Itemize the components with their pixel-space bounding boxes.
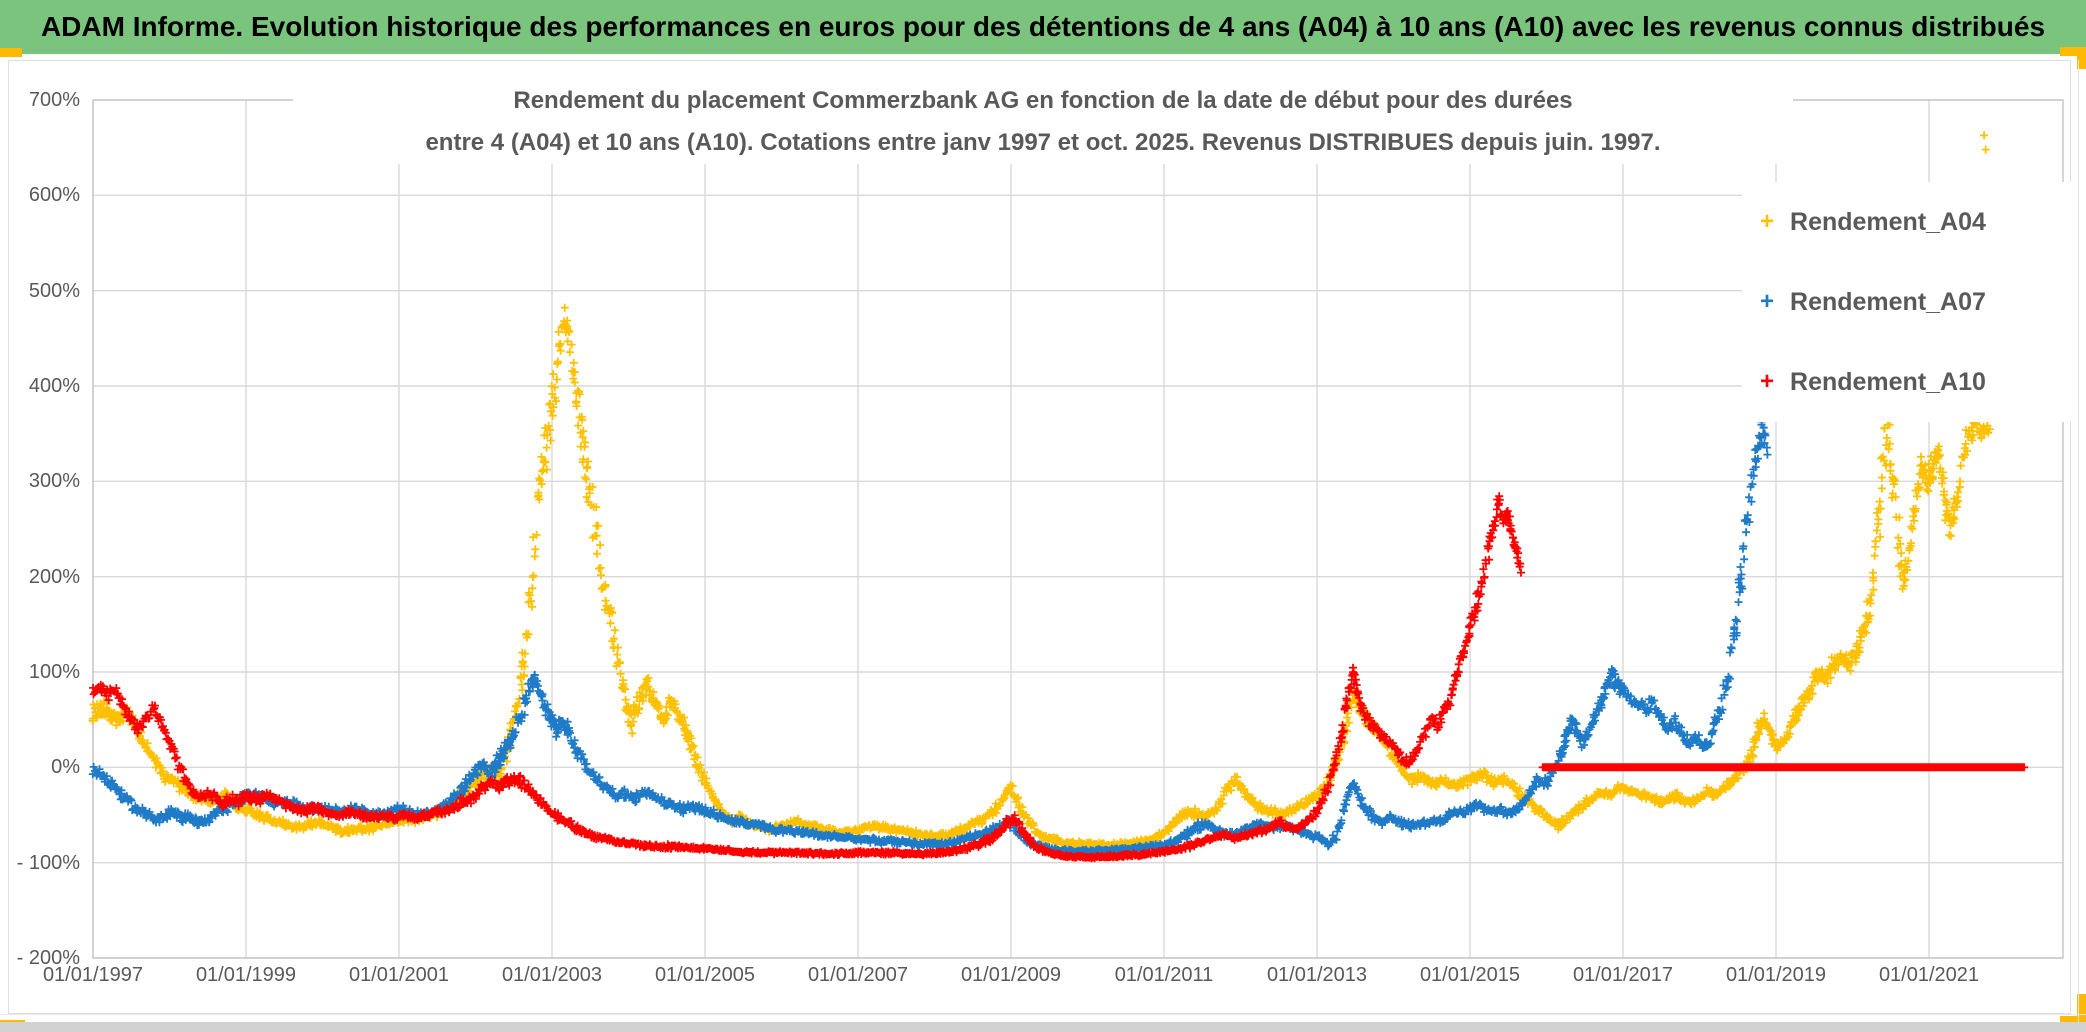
legend-entry-Rendement_A10[interactable]: + Rendement_A10 bbox=[1742, 342, 2072, 422]
x-axis-label: 01/01/2017 bbox=[1572, 964, 1674, 986]
selection-corner-accent-top-left bbox=[0, 48, 22, 57]
x-axis-label: 01/01/2005 bbox=[654, 964, 756, 986]
chart-bottom-border bbox=[0, 1014, 2086, 1015]
x-axis-label: 01/01/2003 bbox=[501, 964, 603, 986]
legend-entry-Rendement_A07[interactable]: + Rendement_A07 bbox=[1742, 262, 2072, 342]
x-axis-label: 01/01/2015 bbox=[1419, 964, 1521, 986]
selection-corner-accent-bottom-right bbox=[2060, 1016, 2086, 1025]
y-axis-label: 600% bbox=[28, 184, 80, 207]
legend-plus-marker-icon: + bbox=[1760, 368, 1775, 395]
x-axis-label: 01/01/2001 bbox=[348, 964, 450, 986]
x-axis-label: 01/01/2011 bbox=[1114, 964, 1214, 986]
y-axis-label: 0% bbox=[51, 756, 80, 779]
y-axis-label: 500% bbox=[28, 279, 80, 302]
chart-title: Rendement du placement Commerzbank AG en… bbox=[293, 80, 1793, 164]
chart-title-line1: Rendement du placement Commerzbank AG en… bbox=[513, 87, 1573, 114]
selection-corner-accent-top-right-v bbox=[2077, 47, 2086, 69]
y-axis-label: 200% bbox=[28, 565, 80, 588]
x-axis-label: 01/01/2013 bbox=[1266, 964, 1368, 986]
y-axis-label: 400% bbox=[28, 375, 80, 397]
legend-label: Rendement_A10 bbox=[1790, 367, 1986, 396]
legend-plus-marker-icon: + bbox=[1760, 288, 1775, 315]
selection-corner-accent-bottom-right-v bbox=[2077, 994, 2086, 1024]
x-axis-label: 01/01/1999 bbox=[195, 964, 297, 986]
legend-entry-Rendement_A04[interactable]: + Rendement_A04 bbox=[1742, 182, 2072, 262]
legend-plus-marker-icon: + bbox=[1760, 208, 1775, 235]
header-banner-text: ADAM Informe. Evolution historique des p… bbox=[40, 11, 2046, 42]
legend-label: Rendement_A04 bbox=[1790, 207, 1986, 236]
y-axis-label: 300% bbox=[28, 470, 80, 493]
header-banner: ADAM Informe. Evolution historique des p… bbox=[0, 0, 2086, 54]
x-axis-label: 01/01/2021 bbox=[1878, 964, 1980, 986]
x-axis-label: 01/01/2009 bbox=[960, 964, 1062, 986]
column-edge-line bbox=[2078, 60, 2079, 1022]
legend-label: Rendement_A07 bbox=[1790, 287, 1986, 316]
x-axis-label: 01/01/2019 bbox=[1725, 964, 1827, 986]
chart-legend[interactable]: + Rendement_A04 + Rendement_A07 + Rendement_A… bbox=[1742, 182, 2072, 422]
selection-corner-accent-top-right bbox=[2060, 47, 2086, 56]
series-Rendement_A10 bbox=[89, 492, 2029, 863]
y-axis-label: - 200% bbox=[16, 947, 80, 969]
x-axis-label: 01/01/1997 bbox=[42, 964, 144, 986]
chart-title-line2: entre 4 (A04) et 10 ans (A10). Cotations… bbox=[425, 129, 1661, 156]
chart-frame bbox=[8, 60, 2071, 1014]
x-axis-label: 01/01/2007 bbox=[807, 964, 909, 986]
y-axis-label: - 100% bbox=[16, 851, 80, 874]
y-axis-label: 100% bbox=[28, 661, 80, 683]
y-axis-label: 700% bbox=[28, 89, 80, 111]
spreadsheet-row-strip bbox=[0, 1022, 2086, 1032]
